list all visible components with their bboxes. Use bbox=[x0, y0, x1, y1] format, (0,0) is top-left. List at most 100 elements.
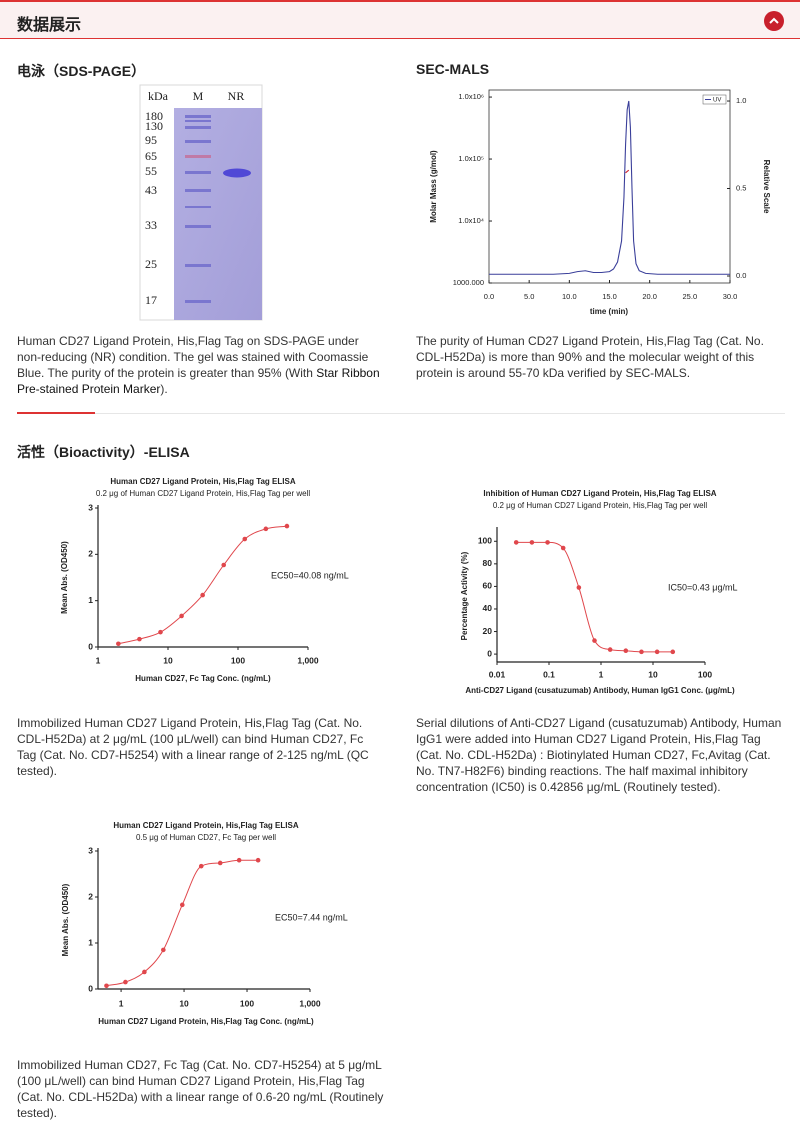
y-axis-label: Molar Mass (g/mol) bbox=[429, 150, 438, 223]
marker-label: 33 bbox=[145, 218, 157, 232]
y-tick-label: 60 bbox=[483, 581, 493, 591]
x-tick-label: 25.0 bbox=[683, 292, 698, 301]
y-tick-label: 1.0x10⁵ bbox=[458, 154, 484, 163]
data-point bbox=[284, 523, 290, 529]
data-point bbox=[607, 647, 613, 652]
legend-box bbox=[702, 94, 727, 105]
y-axis-label: Mean Abs. (OD450) bbox=[60, 541, 69, 614]
data-point bbox=[529, 540, 535, 545]
heading: SEC-MALS bbox=[416, 61, 490, 77]
x-tick-label: 20.0 bbox=[642, 292, 657, 301]
chart: Inhibition of Human CD27 Ligand Protein,… bbox=[460, 489, 737, 695]
chart-subtitle: 0.2 μg of Human CD27 Ligand Protein, His… bbox=[96, 489, 311, 498]
section-title: 数据展示 bbox=[17, 17, 82, 34]
series-line bbox=[516, 541, 673, 653]
data-point bbox=[255, 857, 261, 863]
data-point bbox=[236, 857, 242, 863]
x-axis-label: Human CD27, Fc Tag Conc. (ng/mL) bbox=[135, 674, 271, 683]
data-point bbox=[639, 649, 644, 655]
y-tick-label: 0 bbox=[88, 641, 93, 651]
caption-text: Human CD27 Ligand Protein, His,Flag Tag … bbox=[17, 334, 369, 380]
y-tick-label: 1000.000 bbox=[453, 278, 484, 287]
data-point bbox=[161, 947, 166, 953]
lane-label: M bbox=[193, 89, 204, 103]
x-tick-label: 100 bbox=[231, 655, 245, 665]
y-tick-label: 100 bbox=[478, 536, 492, 546]
caption: Serial dilutions of Anti-CD27 Ligand (cu… bbox=[416, 716, 782, 794]
y-axis-label: Percentage Activity (%) bbox=[460, 551, 469, 640]
x-axis-label: Human CD27 Ligand Protein, His,Flag Tag … bbox=[98, 1017, 314, 1026]
x-tick-label: 1 bbox=[96, 655, 101, 665]
data-point bbox=[560, 545, 566, 551]
x-axis-label: time (min) bbox=[590, 307, 629, 316]
marker-label: 95 bbox=[145, 133, 157, 147]
data-point bbox=[104, 983, 109, 989]
caption-text: ). bbox=[160, 382, 168, 396]
section-header: 数据展示 bbox=[0, 0, 800, 39]
x-tick-label: 1,000 bbox=[299, 998, 321, 1008]
data-point bbox=[142, 969, 147, 975]
chart: 0.0 5.0 10.0 15.0 20.0 25.0 30.0 1000.000 1.0x10… bbox=[429, 89, 771, 316]
y-tick-label: 0 bbox=[487, 648, 492, 658]
x-tick-label: 1,000 bbox=[297, 655, 319, 665]
data-point bbox=[179, 613, 184, 619]
data-point bbox=[670, 649, 676, 655]
heading: 电泳（SDS-PAGE） bbox=[17, 63, 146, 79]
chart-subtitle: 0.2 μg of Human CD27 Ligand Protein, His… bbox=[493, 501, 708, 510]
nr-band bbox=[223, 168, 251, 178]
divider-accent bbox=[17, 412, 95, 414]
legend-label: UV bbox=[713, 98, 721, 104]
x-tick-label: 0.0 bbox=[484, 292, 494, 301]
x-tick-label: 1 bbox=[599, 669, 604, 679]
y-tick-label: 3 bbox=[88, 502, 93, 512]
y-tick-label: 3 bbox=[88, 845, 93, 855]
chart-title: Human CD27 Ligand Protein, His,Flag Tag … bbox=[110, 477, 295, 486]
collapse-button[interactable] bbox=[764, 11, 784, 31]
ladder-bands bbox=[185, 115, 211, 303]
chevron-icon bbox=[769, 17, 779, 24]
marker-label: 130 bbox=[145, 119, 163, 133]
chart-title: Inhibition of Human CD27 Ligand Protein,… bbox=[483, 489, 716, 498]
data-point bbox=[242, 536, 248, 542]
caption: Immobilized Human CD27 Ligand Protein, H… bbox=[17, 716, 369, 778]
data-point bbox=[545, 540, 550, 545]
marker-label: 17 bbox=[145, 293, 157, 307]
data-point bbox=[217, 860, 223, 866]
y-tick-label: 2 bbox=[88, 891, 93, 901]
annotation: EC50=40.08 ng/mL bbox=[271, 570, 349, 580]
x-axis-label: Anti-CD27 Ligand (cusatuzumab) Antibody,… bbox=[465, 686, 735, 695]
x-tick-label: 10 bbox=[648, 669, 658, 679]
x-tick-label: 10 bbox=[179, 998, 189, 1008]
marker-label: 55 bbox=[145, 164, 157, 178]
data-point bbox=[263, 526, 269, 532]
gel-body bbox=[174, 108, 262, 320]
x-tick-label: 0.1 bbox=[543, 669, 555, 679]
plot-frame bbox=[488, 89, 731, 284]
y-tick-label: 1 bbox=[88, 937, 93, 947]
chart-subtitle: 0.5 μg of Human CD27, Fc Tag per well bbox=[136, 833, 276, 842]
data-point bbox=[592, 638, 597, 643]
x-tick-label: 100 bbox=[698, 669, 712, 679]
marker-label: 65 bbox=[145, 149, 157, 163]
y-axis-label: Mean Abs. (OD450) bbox=[61, 883, 70, 956]
chart: Human CD27 Ligand Protein, His,Flag Tag … bbox=[61, 821, 348, 1026]
marker-link[interactable]: Star Ribbon Pre-stained Protein Marker bbox=[17, 366, 380, 396]
y-tick-label: 1 bbox=[88, 595, 93, 605]
x-tick-label: 5.0 bbox=[524, 292, 534, 301]
y-tick-label: 80 bbox=[483, 558, 493, 568]
series-line bbox=[625, 169, 630, 174]
data-point bbox=[123, 979, 128, 985]
marker-label: 43 bbox=[145, 183, 157, 197]
data-point bbox=[137, 636, 142, 642]
series-line bbox=[118, 525, 287, 645]
y2-tick-label: 0.0 bbox=[736, 271, 746, 280]
annotation: EC50=7.44 ng/mL bbox=[275, 912, 348, 922]
x-tick-label: 15.0 bbox=[602, 292, 617, 301]
marker-label: 180 bbox=[145, 109, 163, 123]
data-point bbox=[513, 540, 519, 545]
heading: 活性（Bioactivity）-ELISA bbox=[17, 444, 190, 460]
y-tick-label: 20 bbox=[483, 626, 493, 636]
marker-label: 25 bbox=[145, 257, 157, 271]
